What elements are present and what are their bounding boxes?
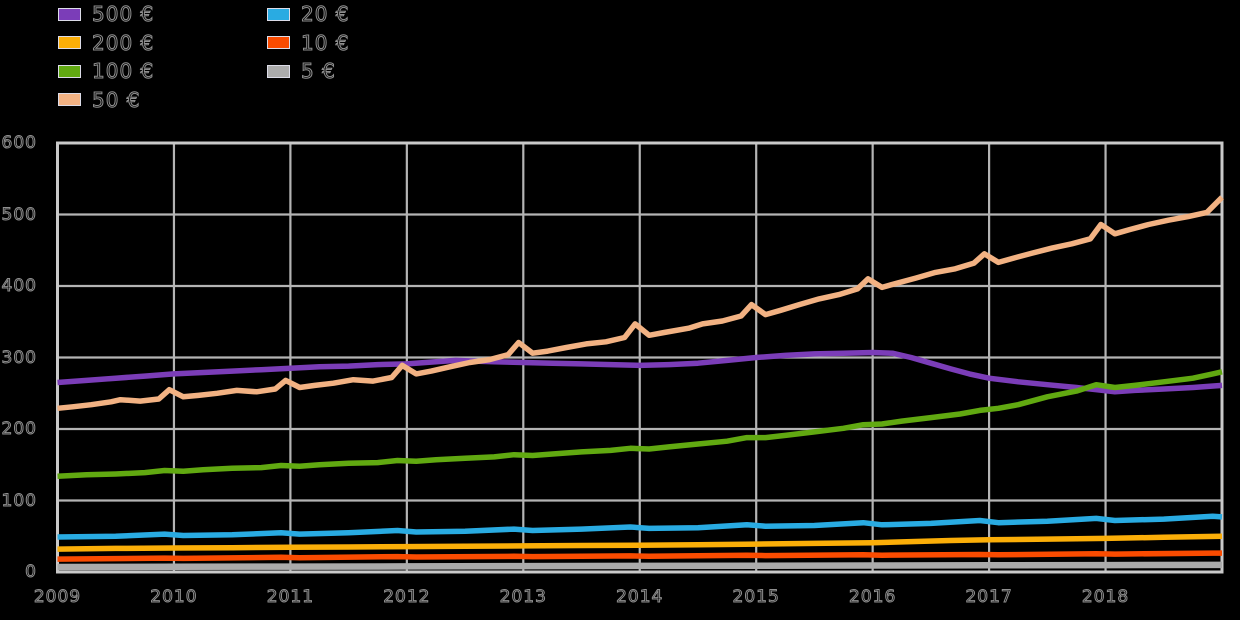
series-line-20eur xyxy=(57,513,1223,540)
x-tick-label: 2018 xyxy=(1081,587,1130,607)
legend-label: 50 € xyxy=(92,87,141,112)
legend-swatch xyxy=(267,7,290,21)
series-line-500eur xyxy=(57,349,1223,395)
series-line-200eur xyxy=(57,533,1223,552)
y-tick-label: 600 xyxy=(1,133,37,153)
legend-swatch xyxy=(58,7,81,21)
x-tick-label: 2012 xyxy=(383,587,431,607)
y-tick-label: 200 xyxy=(1,419,37,439)
legend-item-500eur: 500 € xyxy=(58,2,155,26)
x-tick-label: 2011 xyxy=(266,587,315,607)
series-line-100eur xyxy=(57,369,1223,479)
legend-label: 5 € xyxy=(301,59,336,83)
legend-label: 200 € xyxy=(91,30,155,55)
legend-swatch xyxy=(58,36,81,49)
legend-item-200eur: 200 € xyxy=(58,30,155,55)
legend-label: 100 € xyxy=(91,59,155,83)
y-tick-label: 300 xyxy=(1,347,37,368)
x-tick-label: 2017 xyxy=(965,587,1013,607)
x-tick-label: 2010 xyxy=(150,587,198,607)
x-tick-label: 2015 xyxy=(732,587,780,607)
series-line-50eur xyxy=(57,195,1224,412)
x-tick-label: 2016 xyxy=(849,587,897,607)
x-tick-label: 2009 xyxy=(33,587,82,607)
series-line-5eur xyxy=(57,561,1223,571)
legend-swatch xyxy=(58,93,81,106)
y-tick-label: 100 xyxy=(1,490,37,511)
legend-swatch xyxy=(267,64,290,78)
legend-item-5eur: 5 € xyxy=(267,59,336,83)
plot-frame xyxy=(56,141,1224,574)
x-tick-label: 2014 xyxy=(616,587,664,607)
legend-swatch xyxy=(58,64,81,78)
legend-label: 10 € xyxy=(301,30,350,55)
legend-label: 20 € xyxy=(301,2,350,26)
legend-label: 500 € xyxy=(91,2,155,26)
y-tick-label: 500 xyxy=(1,204,37,225)
y-tick-label: 0 xyxy=(25,562,37,582)
legend-item-50eur: 50 € xyxy=(58,87,141,112)
x-tick-label: 2013 xyxy=(499,587,547,607)
legend-item-20eur: 20 € xyxy=(267,2,350,26)
legend-item-10eur: 10 € xyxy=(267,30,350,55)
legend-item-100eur: 100 € xyxy=(58,59,155,83)
legend-swatch xyxy=(267,36,290,49)
y-tick-label: 400 xyxy=(1,276,37,296)
series-line-10eur xyxy=(57,550,1222,562)
